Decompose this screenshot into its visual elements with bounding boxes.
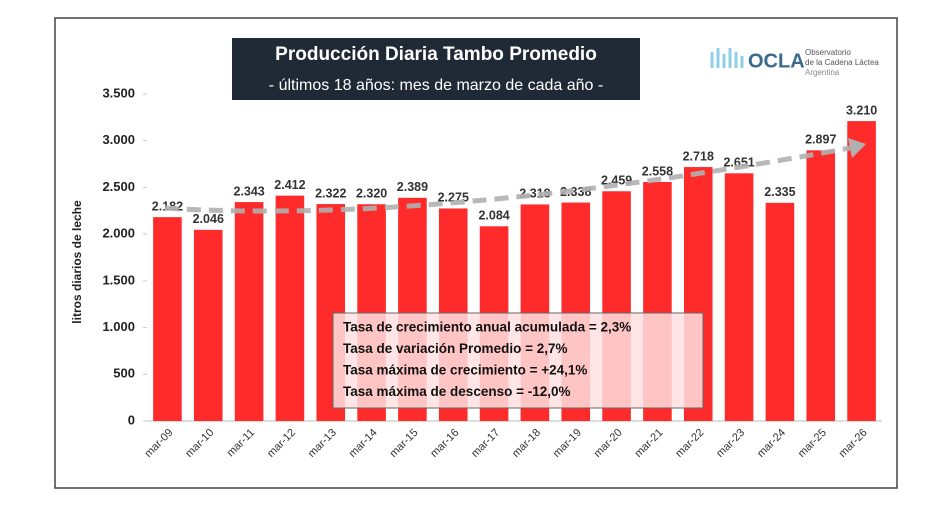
value-label: 2.718: [683, 149, 714, 163]
bar: [847, 121, 876, 421]
annotation-line: Tasa máxima de crecimiento = +24,1%: [343, 363, 587, 378]
bar: [765, 202, 795, 421]
bar: [724, 173, 754, 421]
annotation-line: Tasa de variación Promedio = 2,7%: [343, 341, 567, 356]
bar: [234, 202, 264, 421]
y-tick-label: 0: [128, 412, 135, 427]
value-label: 3.210: [846, 103, 877, 117]
annotation-line: Tasa de crecimiento anual acumulada = 2,…: [343, 320, 631, 335]
trend-arrow: [164, 145, 851, 214]
trend-arrow-head: [848, 138, 866, 158]
bar: [193, 229, 223, 421]
value-label: 2.046: [193, 212, 224, 226]
overlay: Tasa de crecimiento anual acumulada = 2,…: [164, 138, 866, 409]
chart-title: Producción Diaria Tambo Promedio: [275, 44, 597, 65]
bar: [153, 217, 182, 421]
value-label: 2.389: [397, 180, 428, 194]
y-tick-label: 1.000: [102, 319, 135, 334]
y-tick-label: 2.000: [102, 226, 135, 241]
logo-name: OCLA: [748, 50, 805, 72]
value-label: 2.558: [642, 164, 673, 178]
logo-icon: [710, 48, 744, 68]
value-label: 2.322: [315, 186, 346, 200]
annotation-box: [332, 312, 704, 409]
value-label: 2.320: [356, 187, 387, 201]
value-label: 2.335: [764, 185, 795, 199]
value-label: 2.897: [805, 133, 836, 147]
bar: [806, 150, 836, 421]
y-tick-label: 3.500: [102, 85, 135, 100]
y-tick-label: 500: [113, 366, 135, 381]
y-tick-label: 2.500: [102, 179, 135, 194]
logo-line: de la Cadena Láctea: [805, 58, 879, 67]
logo: OCLA Observatorio de la Cadena Láctea Ar…: [710, 48, 879, 77]
logo-line: Observatorio: [805, 48, 851, 57]
title-box: [232, 38, 640, 100]
value-label: 2.343: [233, 184, 264, 198]
y-tick-label: 1.500: [102, 272, 135, 287]
logo-line: Argentina: [805, 68, 840, 77]
y-tick-label: 3.000: [102, 132, 135, 147]
y-axis-label: litros diarios de leche: [70, 200, 84, 324]
value-label: 2.084: [478, 209, 509, 223]
bar: [275, 195, 305, 421]
value-label: 2.412: [274, 178, 305, 192]
annotation-line: Tasa máxima de descenso = -12,0%: [343, 384, 571, 399]
chart-subtitle: - últimos 18 años: mes de marzo de cada …: [269, 77, 603, 94]
